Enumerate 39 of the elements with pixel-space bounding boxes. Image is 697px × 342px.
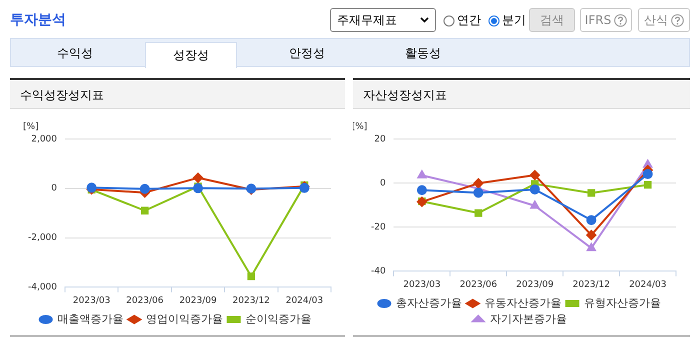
y-tick-label: 0 (51, 184, 58, 194)
x-tick-label: 2023/09 (516, 280, 554, 290)
text: 분기 (502, 12, 526, 29)
x-tick-label: 2023/09 (179, 296, 217, 306)
y-tick-label: -4,000 (28, 282, 58, 293)
text: 연간 (457, 12, 481, 29)
legend-label: 유동자산증가율 (484, 296, 562, 310)
x-tick-label: 2023/03 (403, 280, 441, 290)
text: 주재무제표 (337, 12, 397, 28)
x-tick-label: 2024/03 (286, 296, 324, 306)
legend-label: 총자산증가율 (396, 296, 462, 310)
y-tick-label: 20 (374, 134, 386, 144)
chart-title: 자산성장성지표 (353, 80, 690, 109)
text: 활동성 (404, 44, 442, 62)
text: 산식 (644, 12, 668, 28)
text: 성장성 (145, 42, 237, 68)
x-tick-label: 2023/06 (460, 280, 498, 290)
legend-label: 자기자본증가율 (490, 312, 567, 326)
text: IFRS (584, 13, 612, 27)
legend-label: 유형자산증가율 (584, 296, 661, 310)
chart-title: 수익성장성지표 (10, 80, 345, 109)
y-tick-label: -20 (370, 222, 386, 232)
text: 검색 (529, 8, 575, 32)
y-tick-label: 0 (380, 178, 386, 188)
text: 안정성 (288, 44, 326, 62)
x-tick-label: 2023/12 (572, 280, 610, 290)
x-tick-label: 2023/03 (72, 296, 110, 306)
legend-label: 매출액증가율 (57, 312, 124, 326)
x-tick-label: 2024/03 (629, 280, 666, 290)
x-tick-label: 2023/12 (232, 296, 270, 306)
text: 투자분석 (10, 11, 66, 29)
y-tick-label: 2,000 (31, 134, 58, 144)
y-tick-label: -2,000 (28, 233, 58, 244)
legend-label: 영업이익증가율 (146, 312, 223, 326)
y-tick-label: -40 (370, 266, 386, 277)
y-axis-title: [%] (23, 122, 39, 132)
legend-label: 순이익증가율 (245, 312, 312, 326)
text: 수익성 (56, 44, 94, 62)
x-tick-label: 2023/06 (126, 296, 164, 306)
